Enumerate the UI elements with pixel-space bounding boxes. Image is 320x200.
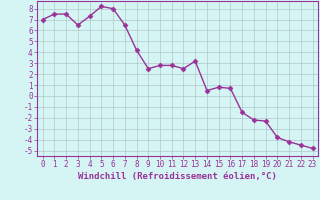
X-axis label: Windchill (Refroidissement éolien,°C): Windchill (Refroidissement éolien,°C) bbox=[78, 172, 277, 181]
